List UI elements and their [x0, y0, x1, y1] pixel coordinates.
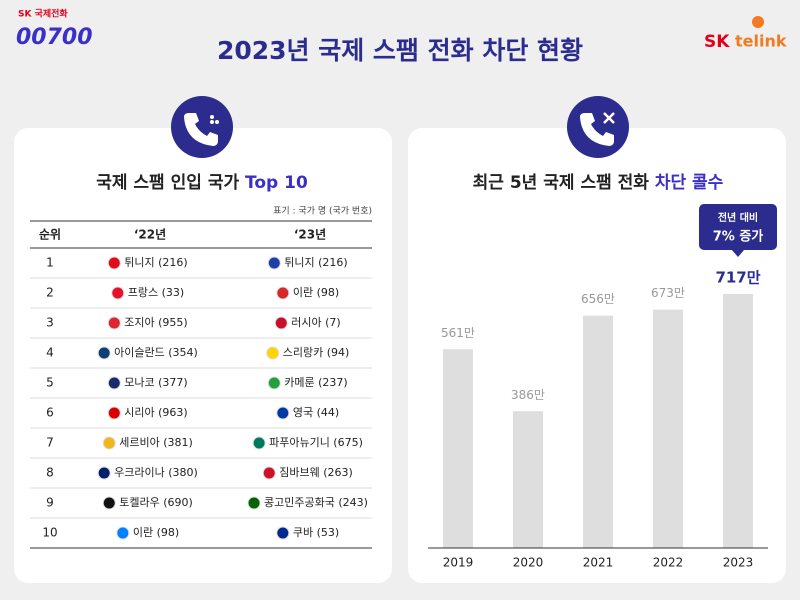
- value-label: 386만: [511, 388, 545, 402]
- brand-telink: telink: [735, 32, 787, 51]
- flag: [116, 526, 130, 540]
- country: 우크라이나 (380): [114, 466, 198, 479]
- country: 아이슬란드 (354): [114, 346, 198, 359]
- country: 카메룬 (237): [284, 376, 347, 389]
- chart-title-highlight: 차단 콜수: [655, 173, 724, 193]
- chart-title-text: 최근 5년 국제 스팸 전화: [473, 173, 655, 193]
- x-tick-label: 2022: [653, 556, 684, 570]
- country: 쿠바 (53): [293, 526, 339, 539]
- callout-line: 7% 증가: [713, 230, 764, 245]
- rank: 9: [46, 496, 54, 510]
- value-label: 673만: [651, 286, 685, 300]
- flag: [274, 316, 288, 330]
- x-tick-label: 2021: [583, 556, 614, 570]
- country: 이란 (98): [293, 286, 339, 299]
- chart-title: 최근 5년 국제 스팸 전화 차단 콜수: [473, 173, 724, 193]
- country: 튀니지 (216): [124, 256, 187, 269]
- flag: [111, 286, 125, 300]
- column-header: ‘22년: [134, 228, 166, 242]
- bar: [723, 294, 753, 548]
- flag: [107, 256, 121, 270]
- flag: [97, 346, 111, 360]
- flag: [107, 406, 121, 420]
- table-title-highlight: Top 10: [245, 173, 308, 193]
- country: 시리아 (963): [124, 406, 187, 419]
- bar: [513, 411, 543, 548]
- bar: [443, 349, 473, 548]
- country: 세르비아 (381): [119, 436, 193, 449]
- bar: [583, 315, 613, 548]
- country: 콩고민주공화국 (243): [264, 496, 368, 509]
- x-tick-label: 2019: [443, 556, 474, 570]
- country: 스리랑카 (94): [283, 346, 350, 359]
- flag: [247, 496, 261, 510]
- bar: [653, 309, 683, 548]
- x-tick-label: 2023: [723, 556, 754, 570]
- flag: [267, 256, 281, 270]
- country: 토켈라우 (690): [119, 496, 193, 509]
- flag: [262, 466, 276, 480]
- phone-icon: [171, 96, 233, 158]
- callout-line: 전년 대비: [718, 211, 758, 224]
- flag: [102, 436, 116, 450]
- value-label-highlight: 717만: [715, 269, 760, 287]
- flag: [252, 436, 266, 450]
- table-note: 표기 : 국가 명 (국가 번호): [273, 206, 372, 217]
- rank: 10: [42, 526, 57, 540]
- rank: 2: [46, 286, 54, 300]
- table-title: 국제 스팸 인입 국가 Top 10: [96, 173, 308, 193]
- country: 파푸아뉴기니 (675): [269, 436, 363, 449]
- brand-mark: [752, 16, 764, 28]
- rank: 4: [46, 346, 54, 360]
- country: 튀니지 (216): [284, 256, 347, 269]
- brand-sk: SK: [704, 32, 730, 52]
- country: 이란 (98): [133, 526, 179, 539]
- flag: [276, 526, 290, 540]
- table-title-text: 국제 스팸 인입 국가: [96, 173, 245, 193]
- value-label: 656만: [581, 292, 615, 306]
- country: 러시아 (7): [291, 316, 340, 329]
- country: 모나코 (377): [124, 376, 187, 389]
- blocked-phone-icon: [567, 96, 629, 158]
- country: 조지아 (955): [124, 316, 187, 329]
- value-label: 561만: [441, 326, 475, 340]
- rank: 3: [46, 316, 54, 330]
- flag: [107, 316, 121, 330]
- x-tick-label: 2020: [513, 556, 544, 570]
- brand-logo: 00700: [16, 25, 93, 50]
- flag: [97, 466, 111, 480]
- rank: 6: [46, 406, 54, 420]
- flag: [276, 286, 290, 300]
- rank: 1: [46, 256, 54, 270]
- column-header: ‘23년: [294, 228, 326, 242]
- flag: [102, 496, 116, 510]
- callout-box: [699, 204, 777, 257]
- flag: [266, 346, 280, 360]
- rank: 8: [46, 466, 54, 480]
- brand-small: SK 국제전화: [18, 8, 68, 20]
- rank: 7: [46, 436, 54, 450]
- page-title: 2023년 국제 스팸 전화 차단 현황: [217, 36, 583, 65]
- flag: [276, 406, 290, 420]
- rank: 5: [46, 376, 54, 390]
- flag: [107, 376, 121, 390]
- flag: [267, 376, 281, 390]
- country: 영국 (44): [293, 406, 339, 419]
- column-header: 순위: [39, 228, 61, 242]
- country: 짐바브웨 (263): [279, 466, 353, 479]
- country: 프랑스 (33): [128, 286, 184, 299]
